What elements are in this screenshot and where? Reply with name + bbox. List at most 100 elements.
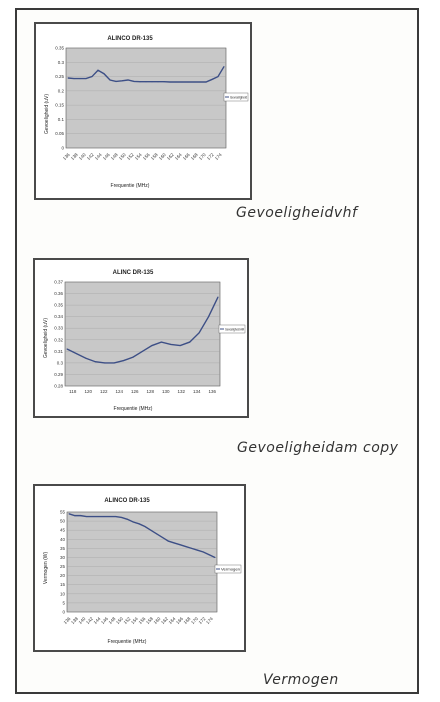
chart-3-legend: Vermogen [214,564,242,574]
chart-2-data-point [198,332,200,334]
chart-3-xtick-label: 168 [183,616,192,625]
chart-1-title: ALINCO DR-135 [107,36,153,42]
chart-2-ytick-label: 0.34 [54,314,63,319]
chart-3-xtick-label: 142 [85,616,94,625]
chart-1-data-point [205,81,207,83]
chart-panel-1: ALINCO DR-135 0 0.05 0.1 0.15 0.2 0.25 0.3 0.35… [34,22,252,200]
chart-2-data-point [123,360,125,362]
chart-1-xtick-label: 162 [166,152,175,161]
chart-3-data-point [185,546,187,548]
chart-1-data-point [73,78,75,80]
chart-3-xtick-label: 164 [168,616,177,625]
chart-panel-3: ALINCO DR-135 0 5 10 15 20 25 30 35 40 45 50 55 136 1… [33,484,246,652]
chart-2-xlabel: Frequentie (MHz) [114,406,153,412]
caption-1: Gevoeligheidvhf [236,205,358,221]
chart-1-ytick-label: 0.35 [55,46,64,51]
chart-1-xtick-label: 158 [150,152,159,161]
chart-2-ytick-label: 0.29 [54,372,63,377]
chart-3-data-point [138,523,140,525]
chart-1-ylabel: Gevoeligheid (uV) [44,94,50,134]
chart-3-xtick-label: 154 [130,616,139,625]
chart-3-data-point [191,547,193,549]
chart-2-xtick-label: 126 [131,389,139,394]
chart-2-data-point [217,296,219,298]
chart-3-xtick-label: 152 [123,616,132,625]
chart-2-legend-box [218,324,246,334]
chart-2-data-point [170,343,172,345]
chart-3-ytick-label: 30 [60,555,66,560]
chart-3-data-point [144,526,146,528]
chart-3-xtick-label: 150 [115,616,124,625]
chart-1-data-point [127,79,129,81]
chart-3-xtick-label: 136 [63,616,72,625]
chart-3-data-point [68,513,70,515]
chart-2-title: ALINC DR-135 [113,270,154,276]
chart-3-ytick-label: 20 [60,573,66,578]
chart-3-xtick-label: 148 [108,616,117,625]
chart-3-data-point [173,542,175,544]
chart-1-xtick-label: 160 [158,152,167,161]
chart-1-xlabel: Frequentie (MHz) [111,183,150,189]
chart-1-ytick-label: 0.3 [58,60,65,65]
chart-1-xtick-label: 166 [182,152,191,161]
chart-2-ylabel: Gevoeligheid (uV) [43,318,49,358]
chart-3-data-point [202,551,204,553]
chart-3-ytick-label: 0 [62,610,65,615]
chart-2-data-point [142,350,143,352]
chart-2-legend: Gevoeligheid AM [218,324,246,334]
chart-2-legend-label: Gevoeligheid AM [225,327,244,332]
chart-1-ytick-label: 0 [61,146,64,151]
chart-1-data-point [109,79,111,81]
chart-2-ytick-label: 0.37 [54,280,63,285]
chart-2-ytick-label: 0.28 [54,384,63,389]
chart-2-data-point [85,357,87,359]
chart-1-data-point [187,81,189,83]
chart-2-data-point [66,348,68,350]
chart-1-data-point [103,73,105,75]
chart-1-xtick-label: 170 [198,152,207,161]
chart-3-data-point [97,516,99,518]
chart-1-data-point [115,80,117,82]
chart-1-data-point [85,78,87,80]
chart-3-xtick-label: 158 [145,616,154,625]
chart-3-xtick-label: 170 [190,616,199,625]
chart-3-ytick-label: 5 [62,600,65,605]
chart-2-data-point [75,353,77,355]
chart-1-data-point [193,81,195,83]
caption-2: Gevoeligheidam copy [237,440,399,456]
chart-1-data-point [67,77,69,79]
chart-2-data-point [208,316,210,318]
chart-3-xtick-label: 156 [138,616,147,625]
chart-1-ytick-label: 0.25 [55,74,64,79]
chart-1-xtick-label: 172 [206,152,215,161]
chart-1-data-point [157,81,159,83]
chart-3-data-point [196,549,198,551]
chart-1-xtick-label: 154 [134,152,143,161]
chart-3: ALINCO DR-135 05101520253035404550551361… [43,498,242,645]
chart-3-xtick-label: 172 [198,616,207,625]
chart-1-xtick-label: 156 [142,152,151,161]
chart-1-data-point [199,81,201,83]
chart-3-legend-label: Vermogen [221,567,240,572]
chart-3-data-point [167,540,169,542]
chart-3-xtick-label: 160 [153,616,162,625]
chart-3-plot-area [66,511,218,613]
chart-2-ytick-label: 0.31 [54,349,63,354]
chart-2-ytick-label: 0.33 [54,326,63,331]
chart-1-legend-box [223,92,249,102]
chart-3-xlabel: Frequentie (MHz) [108,639,147,645]
chart-3-data-point [121,516,123,518]
chart-3-data-point [103,516,105,518]
chart-2-xtick-label: 118 [69,389,77,394]
chart-3-data-point [214,556,216,558]
chart-3-xtick-label: 174 [205,616,214,625]
chart-1-data-point [181,81,183,83]
chart-3-ytick-label: 50 [60,519,66,524]
chart-1-data-point [91,76,93,78]
chart-1-data-point [169,81,171,83]
chart-3-legend-box [214,564,242,574]
chart-1-data-point [175,81,177,83]
chart-1-data-point [97,69,99,71]
chart-2-data-point [151,345,153,347]
chart-3-ytick-label: 55 [60,510,66,515]
